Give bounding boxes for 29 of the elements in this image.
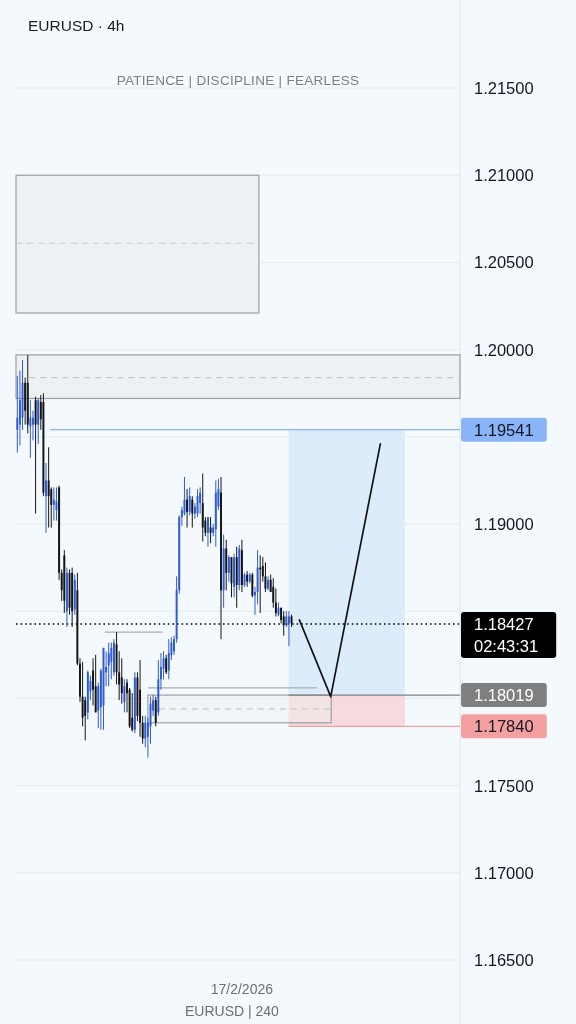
candlestick [206,516,209,548]
candlestick [264,561,267,593]
annotation: EURUSD | 240 [185,1003,280,1019]
y-tick-label: 1.17000 [474,863,534,882]
text: PATIENCE | DISCIPLINE | FEARLESS [116,72,360,88]
candlestick [84,696,87,741]
candlestick [227,554,230,583]
y-tick-label: 1.21000 [474,166,534,185]
ref-line-label: 1.17840 [474,717,534,736]
candlestick [107,642,110,687]
candlestick [131,692,134,733]
y-tick-label: 1.20000 [474,340,534,359]
annotation: 17/2/2026 [210,981,274,997]
y-tick-label: 1.16500 [474,951,534,969]
candlestick [16,375,19,454]
ref-line-label: 1.19541 [474,420,534,439]
y-tick-label: 1.19000 [474,515,534,534]
y-tick-label: 1.17500 [474,776,534,795]
candlestick [29,399,32,459]
candlestick [167,638,170,680]
candlestick [47,446,50,529]
candlestick [199,486,202,515]
candlestick [94,654,97,713]
y-tick-label: 1.21500 [474,79,534,98]
candlestick [220,476,222,640]
ref-line-label: 1.18019 [474,686,534,705]
text: EURUSD · 4h [28,16,125,34]
ref-line-label: 1.18427 02:43:31 [474,614,539,655]
y-tick-label: 1.20500 [474,253,534,272]
